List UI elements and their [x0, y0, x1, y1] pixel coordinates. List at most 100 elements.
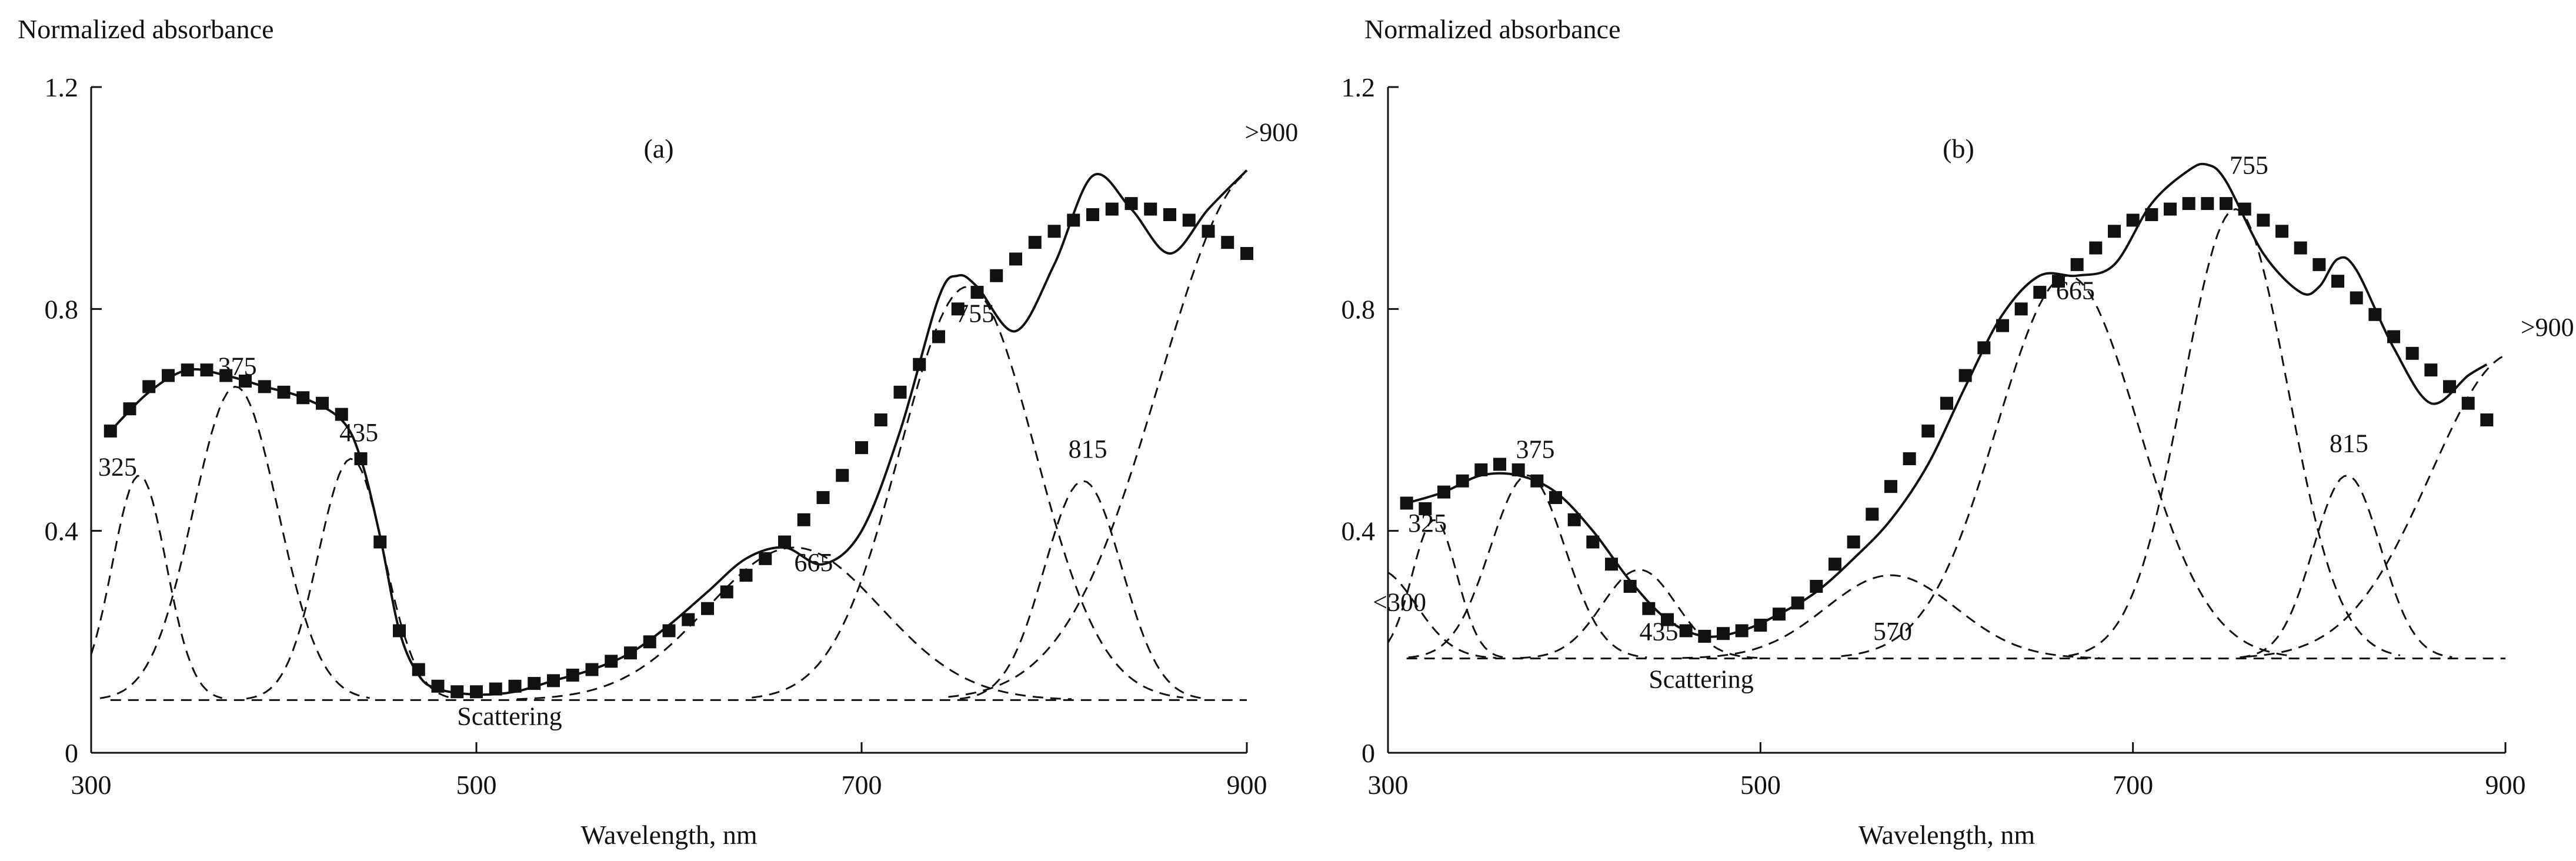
data-point — [1847, 535, 1860, 549]
data-point — [2052, 275, 2065, 288]
component-curve-815 — [959, 480, 1207, 700]
component-label: 815 — [1069, 435, 1107, 463]
data-point — [239, 374, 252, 388]
data-point — [2014, 302, 2028, 316]
data-point — [1661, 613, 1674, 626]
data-point — [1567, 513, 1581, 526]
x-tick-label: 300 — [1368, 770, 1409, 800]
component-label: 325 — [98, 452, 137, 481]
scattering-label: Scattering — [457, 702, 562, 730]
data-point — [1958, 369, 1972, 382]
data-point — [1202, 225, 1215, 238]
data-point — [759, 552, 772, 565]
data-point — [739, 569, 753, 582]
data-point — [2480, 413, 2494, 426]
data-point — [412, 663, 425, 676]
data-point — [162, 369, 175, 382]
data-point — [2070, 258, 2084, 271]
data-point — [219, 369, 233, 382]
data-point — [643, 635, 656, 649]
data-point — [142, 380, 156, 393]
data-point — [701, 602, 714, 615]
data-point — [451, 685, 464, 699]
data-point — [1773, 608, 1786, 621]
component-curve-755 — [752, 286, 1184, 699]
data-point — [1586, 535, 1600, 549]
component-label: 815 — [2330, 429, 2368, 458]
component-curve-570 — [1682, 574, 2100, 659]
component-label: >900 — [1244, 118, 1298, 147]
panel-b: 0 0.4 0.8 1.2 300 500 700 900 Normalized absorba… — [1342, 14, 2574, 850]
y-tick-label: 1.2 — [1342, 72, 1376, 102]
data-point — [874, 413, 887, 426]
data-point — [2145, 208, 2158, 221]
data-point — [2089, 241, 2103, 255]
data-point — [1549, 491, 1562, 505]
data-point — [951, 302, 965, 316]
y-axis-title: Normalized absorbance — [1364, 14, 1621, 44]
panel-label: (b) — [1943, 134, 1974, 163]
data-point — [2350, 291, 2363, 305]
data-point — [2443, 380, 2456, 393]
component-curve-375 — [99, 385, 370, 699]
data-point — [489, 682, 502, 696]
data-point — [431, 679, 445, 693]
data-point — [1009, 252, 1022, 266]
x-tick-label: 500 — [1740, 770, 1781, 800]
component-label: 435 — [339, 418, 378, 447]
data-point — [1511, 463, 1525, 476]
data-point — [2387, 330, 2400, 343]
y-tick-label: 0.8 — [1342, 294, 1376, 324]
x-tick-label: 900 — [2485, 770, 2526, 800]
data-point — [1698, 629, 1711, 643]
data-point — [1437, 485, 1450, 499]
data-point — [547, 674, 560, 688]
data-point — [1493, 458, 1506, 471]
data-point — [1921, 424, 1935, 438]
data-point — [1940, 396, 1953, 410]
data-point — [2126, 213, 2140, 227]
x-tick-label: 300 — [71, 770, 112, 800]
data-point — [1810, 580, 1823, 593]
data-point — [1028, 236, 1042, 249]
data-point — [585, 663, 599, 676]
data-point — [1605, 558, 1618, 571]
panel-a: 0 0.4 0.8 1.2 300 500 700 900 Normalized absorba… — [18, 14, 1298, 850]
component-curve-325 — [90, 475, 223, 699]
data-point — [1182, 213, 1196, 227]
component-curve-755 — [2068, 208, 2401, 657]
data-point — [316, 396, 329, 410]
data-point — [258, 380, 271, 393]
data-point — [1884, 480, 1897, 493]
data-point — [893, 385, 907, 399]
data-point — [1163, 208, 1176, 221]
data-point — [1642, 602, 1656, 615]
component-label: >900 — [2521, 313, 2574, 342]
x-tick-label: 700 — [842, 770, 882, 800]
data-point — [778, 535, 791, 549]
data-point — [1125, 197, 1138, 211]
x-axis-title: Wavelength, nm — [1858, 820, 2036, 850]
data-point — [296, 391, 310, 405]
data-point — [1717, 627, 1730, 640]
data-point — [1419, 502, 1432, 515]
data-point — [1221, 236, 1234, 249]
data-point — [1105, 202, 1119, 216]
data-point — [1047, 225, 1061, 238]
data-point — [1067, 213, 1080, 227]
data-point — [1735, 624, 1749, 638]
y-tick-label: 0.8 — [45, 294, 79, 324]
measured-series — [104, 197, 1253, 699]
data-point — [2220, 197, 2233, 211]
data-point — [932, 330, 945, 343]
x-axis-title: Wavelength, nm — [580, 820, 758, 850]
data-point — [1240, 247, 1253, 260]
data-point — [720, 585, 733, 599]
component-curve-375 — [1408, 474, 1647, 659]
y-tick-label: 0.4 — [1342, 516, 1376, 546]
data-point — [913, 358, 926, 371]
data-point — [1474, 463, 1488, 476]
data-point — [1530, 474, 1544, 488]
data-point — [2405, 346, 2419, 360]
data-point — [528, 677, 541, 690]
